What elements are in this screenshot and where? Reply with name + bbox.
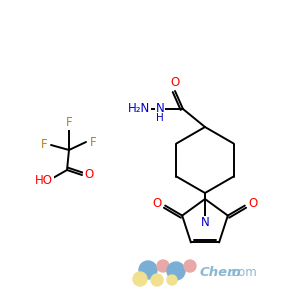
Circle shape (139, 261, 157, 279)
Circle shape (157, 260, 169, 272)
Text: HO: HO (35, 173, 53, 187)
Text: F: F (66, 116, 72, 130)
Text: F: F (41, 139, 47, 152)
Circle shape (167, 275, 177, 285)
Text: .com: .com (229, 266, 258, 278)
Text: O: O (248, 197, 257, 210)
Text: H₂N: H₂N (128, 101, 150, 115)
Text: H: H (156, 113, 164, 123)
Text: F: F (90, 136, 96, 148)
Text: O: O (84, 167, 94, 181)
Text: O: O (170, 76, 180, 88)
Circle shape (133, 272, 147, 286)
Circle shape (167, 262, 185, 280)
Text: N: N (156, 101, 164, 115)
Circle shape (151, 274, 163, 286)
Text: N: N (201, 217, 209, 230)
Circle shape (184, 260, 196, 272)
Text: O: O (152, 197, 162, 210)
Text: Chem: Chem (200, 266, 242, 278)
